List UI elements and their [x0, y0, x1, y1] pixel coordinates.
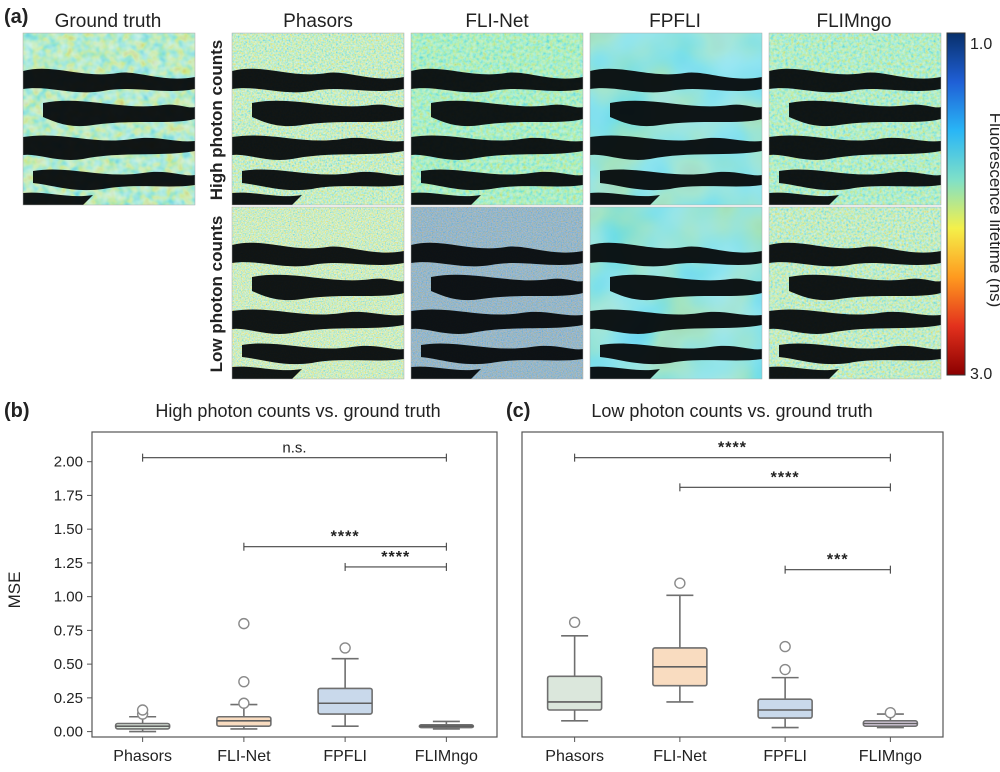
- column-title-phasors: Phasors: [283, 11, 353, 32]
- image-high-flimngo: [768, 32, 942, 206]
- column-title-fpfli: FPFLI: [649, 11, 701, 32]
- chart-c: Phasors FLI-Net FPFLI FLIMngo***********: [521, 431, 944, 765]
- box-phasors: [546, 616, 603, 722]
- y-tick-label: 0.00: [54, 724, 83, 741]
- significance-label: n.s.: [282, 440, 306, 457]
- outlier-point: [238, 675, 250, 688]
- box-fpfli: [317, 642, 373, 728]
- row-title-high-photon-counts: High photon counts: [207, 40, 226, 201]
- y-tick-label: 1.25: [54, 555, 83, 572]
- significance-bracket: ****: [243, 529, 447, 551]
- chart-frame: [91, 431, 498, 738]
- outlier-point: [136, 704, 149, 716]
- significance-bracket: ****: [679, 469, 891, 492]
- box-fli-net: [652, 577, 708, 703]
- y-tick-label: 0.50: [54, 656, 83, 673]
- panel-c-letter: (c): [506, 400, 530, 422]
- chart-b-ylabel: MSE: [5, 572, 24, 609]
- outlier-point: [779, 663, 791, 676]
- y-tick-label: 2.00: [54, 454, 83, 471]
- y-tick-label: 1.75: [54, 487, 83, 504]
- chart-b: 0.00 0.25 0.50 0.75 1.00 1.25 1.50 1.75 2.00 Phas…: [54, 431, 498, 765]
- significance-label: ****: [718, 440, 747, 457]
- outlier-point: [339, 642, 351, 654]
- x-tick-label-fli-net: FLI-Net: [653, 748, 707, 765]
- box-iqr: [757, 698, 813, 719]
- y-tick-label: 1.50: [54, 521, 83, 538]
- y-tick-label: 1.00: [54, 589, 83, 606]
- x-tick-label-fli-net: FLI-Net: [217, 748, 271, 765]
- outlier-point: [779, 640, 791, 653]
- significance-bracket: ***: [784, 552, 891, 574]
- colorbar-top-tick: 1.0: [970, 36, 992, 53]
- box-phasors: [114, 704, 171, 733]
- image-low-phasors: [231, 206, 405, 380]
- image-high-fpfli: [589, 32, 763, 206]
- row-title-low-photon-counts: Low photon counts: [207, 216, 226, 373]
- image-low-fpfli: [589, 206, 763, 380]
- colorbar-label: Fluorescence lifetime (ns): [986, 113, 1000, 308]
- significance-label: ***: [827, 552, 849, 569]
- panel-a-letter: (a): [4, 6, 28, 28]
- ground-truth-title: Ground truth: [55, 11, 162, 32]
- colorbar: [946, 32, 966, 376]
- x-tick-label-flimngo: FLIMngo: [859, 748, 922, 765]
- image-low-flimngo: [768, 206, 942, 380]
- significance-bracket: n.s.: [142, 440, 447, 462]
- image-low-fli-net: [410, 206, 584, 380]
- outlier-point: [238, 617, 250, 630]
- x-tick-label-phasors: Phasors: [113, 748, 172, 765]
- significance-bracket: ****: [344, 549, 447, 571]
- box-fpfli: [757, 640, 813, 729]
- y-tick-label: 0.75: [54, 622, 83, 639]
- outlier-point: [238, 697, 250, 709]
- column-title-fli-net: FLI-Net: [465, 11, 529, 32]
- x-tick-label-fpfli: FPFLI: [763, 748, 807, 765]
- significance-label: ****: [771, 469, 800, 486]
- outlier-point: [568, 616, 581, 628]
- box-flimngo: [862, 707, 919, 729]
- outlier-point: [674, 577, 686, 589]
- box-iqr: [317, 687, 373, 715]
- box-iqr: [546, 675, 603, 711]
- panel-b-letter: (b): [4, 400, 30, 422]
- x-tick-label-fpfli: FPFLI: [323, 748, 367, 765]
- image-high-phasors: [231, 32, 405, 206]
- x-tick-label-phasors: Phasors: [545, 748, 604, 765]
- image-ground-truth: [22, 32, 196, 206]
- chart-frame: [521, 431, 944, 738]
- outlier-point: [884, 707, 897, 719]
- significance-label: ****: [381, 549, 410, 566]
- column-title-flimngo: FLIMngo: [817, 11, 892, 32]
- significance-bracket: ****: [574, 440, 891, 462]
- chart-b-title: High photon counts vs. ground truth: [155, 401, 440, 421]
- box-fli-net: [216, 617, 272, 730]
- significance-label: ****: [331, 529, 360, 546]
- image-high-fli-net: [410, 32, 584, 206]
- y-tick-label: 0.25: [54, 690, 83, 707]
- box-flimngo: [418, 720, 475, 730]
- chart-c-title: Low photon counts vs. ground truth: [591, 401, 872, 421]
- x-tick-label-flimngo: FLIMngo: [415, 748, 478, 765]
- colorbar-bottom-tick: 3.0: [970, 366, 992, 383]
